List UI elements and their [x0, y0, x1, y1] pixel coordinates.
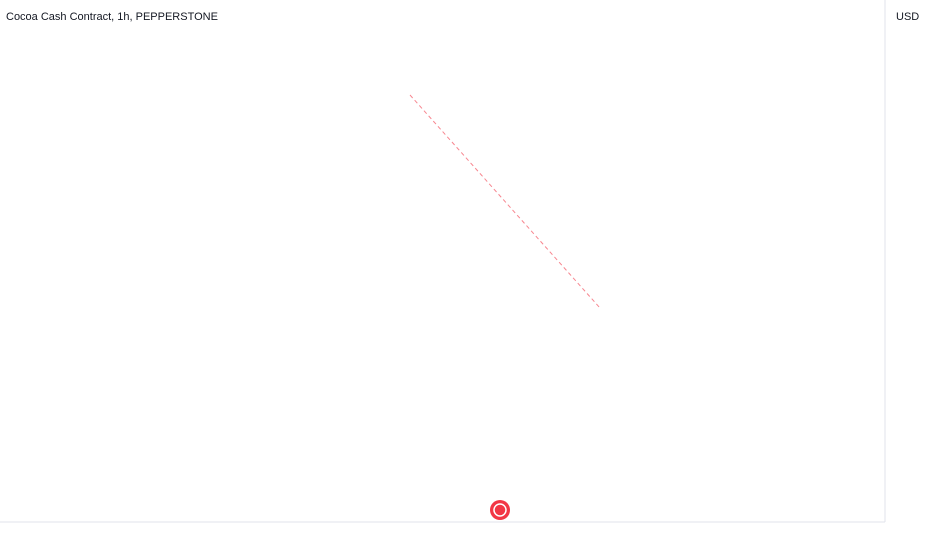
logo [490, 500, 510, 520]
trend-line [409, 94, 601, 309]
currency-label: USD [896, 11, 919, 23]
chart-title: Cocoa Cash Contract, 1h, PEPPERSTONE [6, 11, 218, 23]
